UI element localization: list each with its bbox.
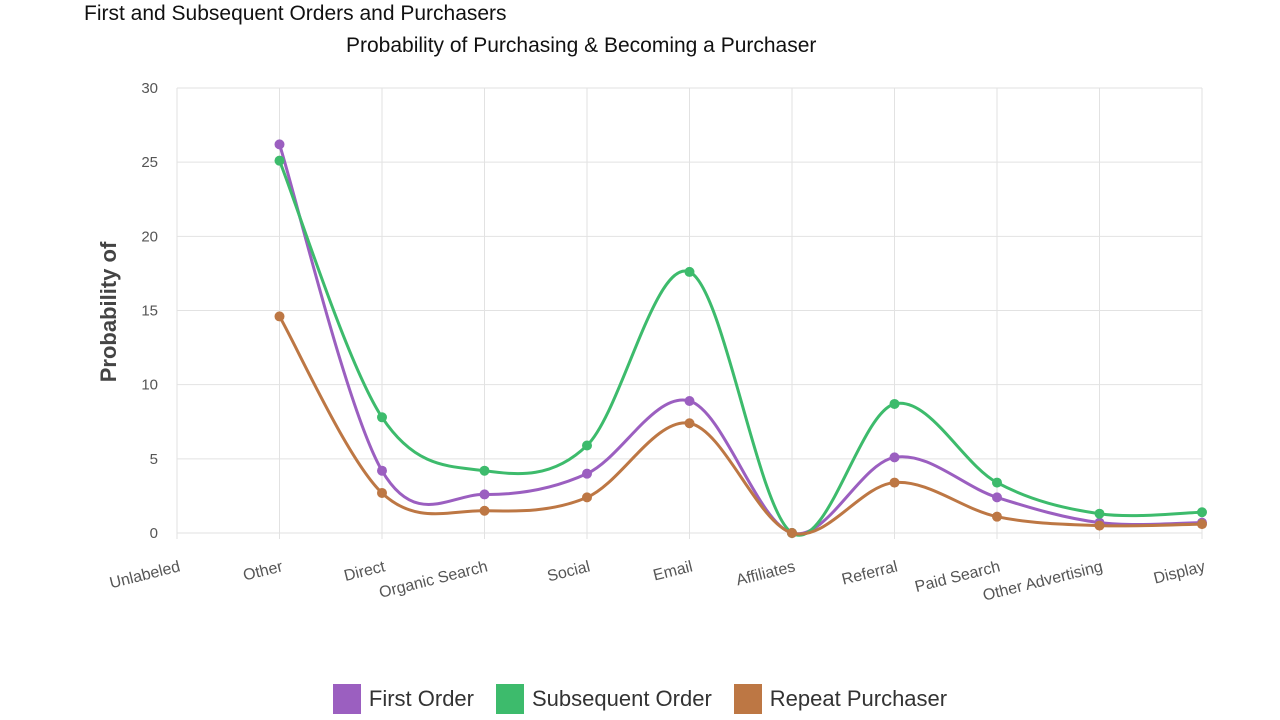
- legend-item[interactable]: First Order: [332, 684, 474, 714]
- data-point: [479, 489, 490, 500]
- y-axis-title: Probability of: [96, 241, 121, 382]
- y-tick-label: 25: [141, 154, 158, 171]
- x-tick-label: Other Advertising: [981, 558, 1104, 604]
- data-point: [889, 477, 900, 488]
- x-tick-label: Organic Search: [377, 558, 489, 601]
- y-tick-label: 20: [141, 228, 158, 245]
- legend-swatch: [332, 684, 361, 714]
- data-point: [582, 492, 592, 503]
- legend-swatch: [496, 684, 524, 714]
- data-point: [582, 440, 592, 451]
- data-point: [787, 528, 797, 538]
- x-tick-label: Other: [242, 558, 286, 584]
- x-tick-label: Direct: [342, 558, 387, 585]
- data-point: [889, 398, 900, 409]
- data-point: [274, 139, 285, 150]
- data-point: [274, 311, 285, 322]
- data-point: [479, 465, 490, 476]
- chart-title: Probability of Purchasing & Becoming a P…: [346, 34, 817, 57]
- x-tick-label: Unlabeled: [108, 558, 182, 592]
- legend-item[interactable]: Subsequent Order: [496, 684, 712, 714]
- data-point: [1094, 508, 1105, 519]
- data-point: [992, 492, 1002, 503]
- x-tick-label: Referral: [840, 558, 899, 588]
- series-repeat-purchaser: [274, 311, 1207, 538]
- data-point: [889, 452, 900, 463]
- grid: [176, 87, 1203, 539]
- legend-label: First Order: [368, 686, 474, 711]
- data-point: [582, 468, 592, 479]
- header-title: First and Subsequent Orders and Purchase…: [84, 2, 507, 25]
- series-line: [278, 314, 1204, 536]
- legend: First Order Subsequent Order Repeat Purcha…: [0, 684, 1280, 714]
- series-subsequent-order: [274, 155, 1207, 538]
- y-tick-label: 5: [150, 451, 158, 468]
- x-tick-label: Display: [1152, 558, 1207, 587]
- series: [274, 139, 1207, 538]
- data-point: [377, 465, 387, 476]
- legend-swatch: [733, 684, 762, 714]
- legend-label: Subsequent Order: [532, 686, 712, 711]
- data-point: [992, 511, 1002, 522]
- data-point: [1197, 507, 1207, 518]
- y-tick-label: 15: [141, 303, 158, 320]
- legend-label: Repeat Purchaser: [769, 686, 948, 711]
- data-point: [479, 505, 490, 516]
- y-tick-label: 0: [150, 525, 158, 542]
- line-chart: 0 5 10 15 20 25 30 Unlabeled Other DirectOrganic…: [96, 80, 1207, 605]
- x-tick-label: Social: [546, 558, 592, 585]
- y-axis-ticks: 0 5 10 15 20 25 30: [141, 80, 158, 542]
- x-tick-label: Affiliates: [734, 558, 797, 589]
- data-point: [1094, 520, 1105, 531]
- data-point: [684, 266, 695, 277]
- y-tick-label: 10: [141, 377, 158, 394]
- series-line: [278, 159, 1204, 537]
- data-point: [377, 487, 387, 498]
- data-point: [992, 477, 1002, 488]
- x-tick-label: Email: [652, 558, 695, 584]
- data-point: [377, 412, 387, 423]
- data-point: [274, 155, 285, 166]
- data-point: [684, 418, 695, 429]
- legend-item[interactable]: Repeat Purchaser: [733, 684, 948, 714]
- y-tick-label: 30: [141, 80, 158, 97]
- data-point: [1197, 519, 1207, 530]
- data-point: [684, 395, 695, 406]
